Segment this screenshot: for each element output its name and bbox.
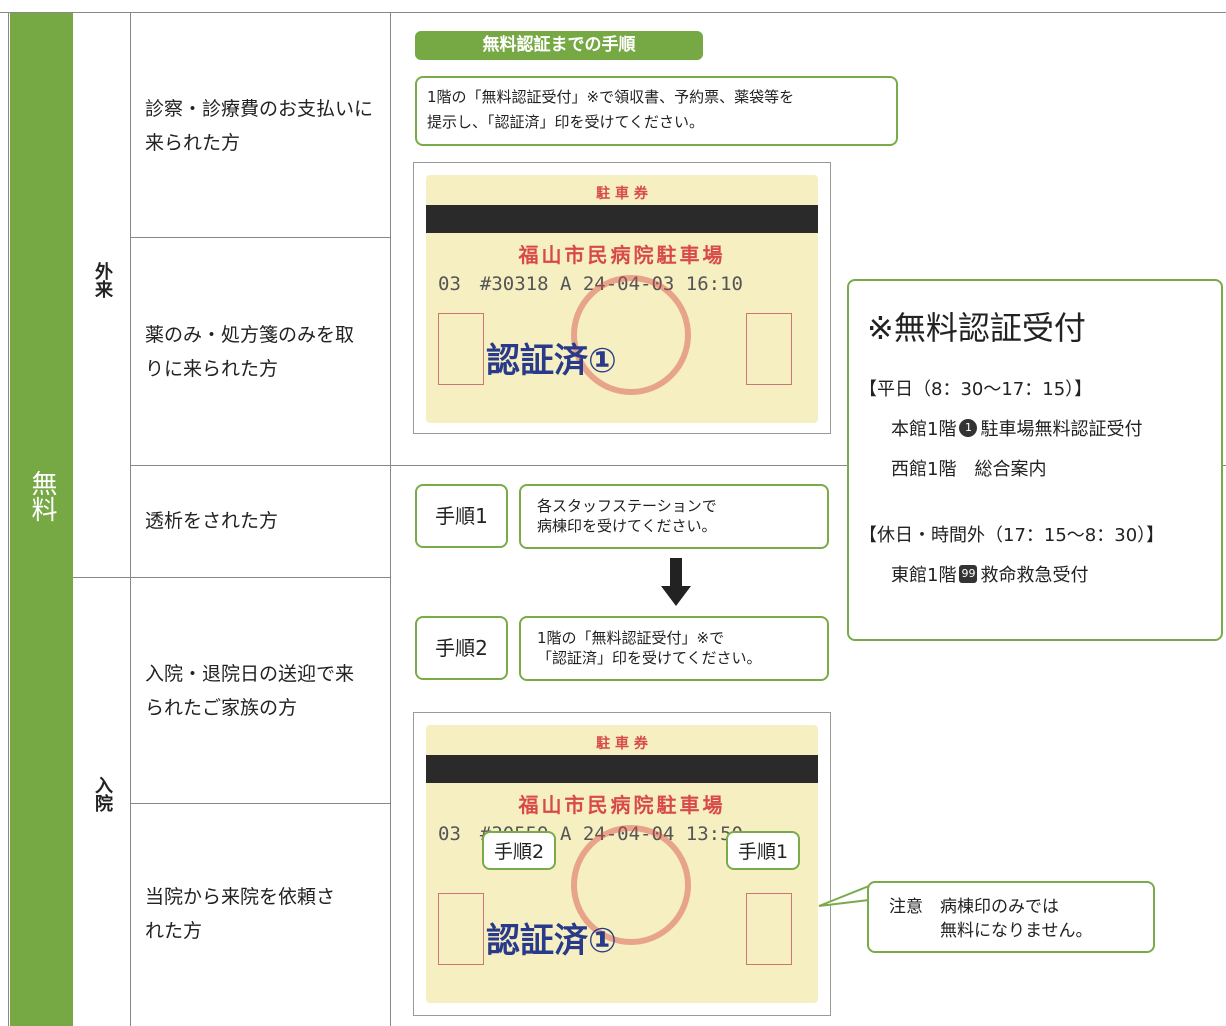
reception-place: 本館1階 — [891, 419, 957, 440]
left-border — [8, 12, 9, 1026]
ticket-frame: 駐 車 券福山市民病院駐車場 03 #30318 A 24-04-03 16:10… — [413, 162, 831, 434]
reception-counter: 駐車場無料認証受付 — [980, 419, 1143, 440]
table-line — [130, 465, 1226, 466]
top-border — [0, 12, 1226, 13]
reception-place: 西館1階 総合案内 — [891, 459, 1047, 480]
ticket-box — [746, 893, 792, 965]
row-label: 薬のみ・処方箋のみを取りに来られた方 — [145, 324, 355, 380]
ticket-stamp: 認証済① — [486, 341, 617, 381]
ticket: 駐 車 券福山市民病院駐車場 03 #30318 A 24-04-03 16:10… — [426, 175, 818, 423]
reception-place: 東館1階 — [891, 565, 957, 586]
reception-badge: 99 — [959, 565, 978, 583]
ticket-box — [438, 313, 484, 385]
ticket-frame: 駐 車 券福山市民病院駐車場 03 #30559 A 24-04-04 13:50… — [413, 712, 831, 1016]
reception-line: 本館1階 1 駐車場無料認証受付 — [891, 415, 1221, 441]
table-line — [130, 237, 390, 238]
ticket-callout: 手順2 — [482, 831, 557, 870]
step-label: 手順2 — [415, 616, 508, 680]
row-label: 入院・退院日の送迎で来られたご家族の方 — [145, 663, 355, 719]
ticket-name: 福山市民病院駐車場 — [518, 243, 726, 267]
ticket-title: 駐 車 券 — [596, 736, 648, 752]
step-arrow — [661, 558, 691, 606]
category-label: 無料 — [27, 470, 57, 522]
row-label: 透析をされた方 — [145, 510, 279, 532]
ticket-circle — [571, 275, 691, 395]
reception-line: 東館1階 99 救命救急受付 — [891, 561, 1221, 587]
note-tail — [818, 885, 870, 907]
ticket-box — [746, 313, 792, 385]
ticket-stamp: 認証済① — [486, 921, 617, 961]
category-column — [10, 13, 73, 1026]
step-text: 1階の「無料認証受付」※で 「認証済」印を受けてください。 — [519, 616, 829, 681]
ticket-name: 福山市民病院駐車場 — [518, 793, 726, 817]
table-line — [73, 577, 390, 578]
row-label: 診察・診療費のお支払いに来られた方 — [145, 98, 374, 154]
ticket-callout: 手順1 — [726, 831, 801, 870]
row-label: 当院から来院を依頼された方 — [145, 886, 336, 942]
reception-counter: 救命救急受付 — [980, 565, 1089, 586]
ticket-box — [438, 893, 484, 965]
reception-box: ※無料認証受付 【平日（8：30〜17：15）】 本館1階 1 駐車場無料認証受付西… — [847, 279, 1223, 641]
ticket-stripe — [426, 755, 818, 783]
table-line — [390, 12, 391, 1026]
reception-title: ※無料認証受付 — [867, 309, 1086, 347]
reception-badge: 1 — [959, 419, 978, 437]
reception-heading: 【平日（8：30〜17：15）】 — [859, 379, 1093, 400]
step-label: 手順1 — [415, 484, 508, 548]
table-line — [130, 12, 131, 1026]
table-line — [130, 803, 390, 804]
step-text: 各スタッフステーションで 病棟印を受けてください。 — [519, 484, 829, 549]
ticket-circle — [571, 825, 691, 945]
reception-lines: 本館1階 1 駐車場無料認証受付西館1階 総合案内 — [867, 415, 1221, 481]
note: 注意 病棟印のみでは 無料になりません。 — [867, 881, 1155, 953]
reception-lines: 東館1階 99 救命救急受付 — [867, 561, 1221, 587]
group-label: 入院 — [92, 776, 113, 812]
group-label: 外来 — [92, 262, 113, 298]
ticket-title: 駐 車 券 — [596, 186, 648, 202]
reception-line: 西館1階 総合案内 — [891, 455, 1221, 481]
reception-heading: 【休日・時間外（17：15〜8：30）】 — [859, 525, 1165, 546]
procedure-text: 1階の「無料認証受付」※で領収書、予約票、薬袋等を 提示し、「認証済」印を受けて… — [415, 76, 898, 146]
ticket-stripe — [426, 205, 818, 233]
procedure-banner: 無料認証までの手順 — [415, 31, 703, 60]
